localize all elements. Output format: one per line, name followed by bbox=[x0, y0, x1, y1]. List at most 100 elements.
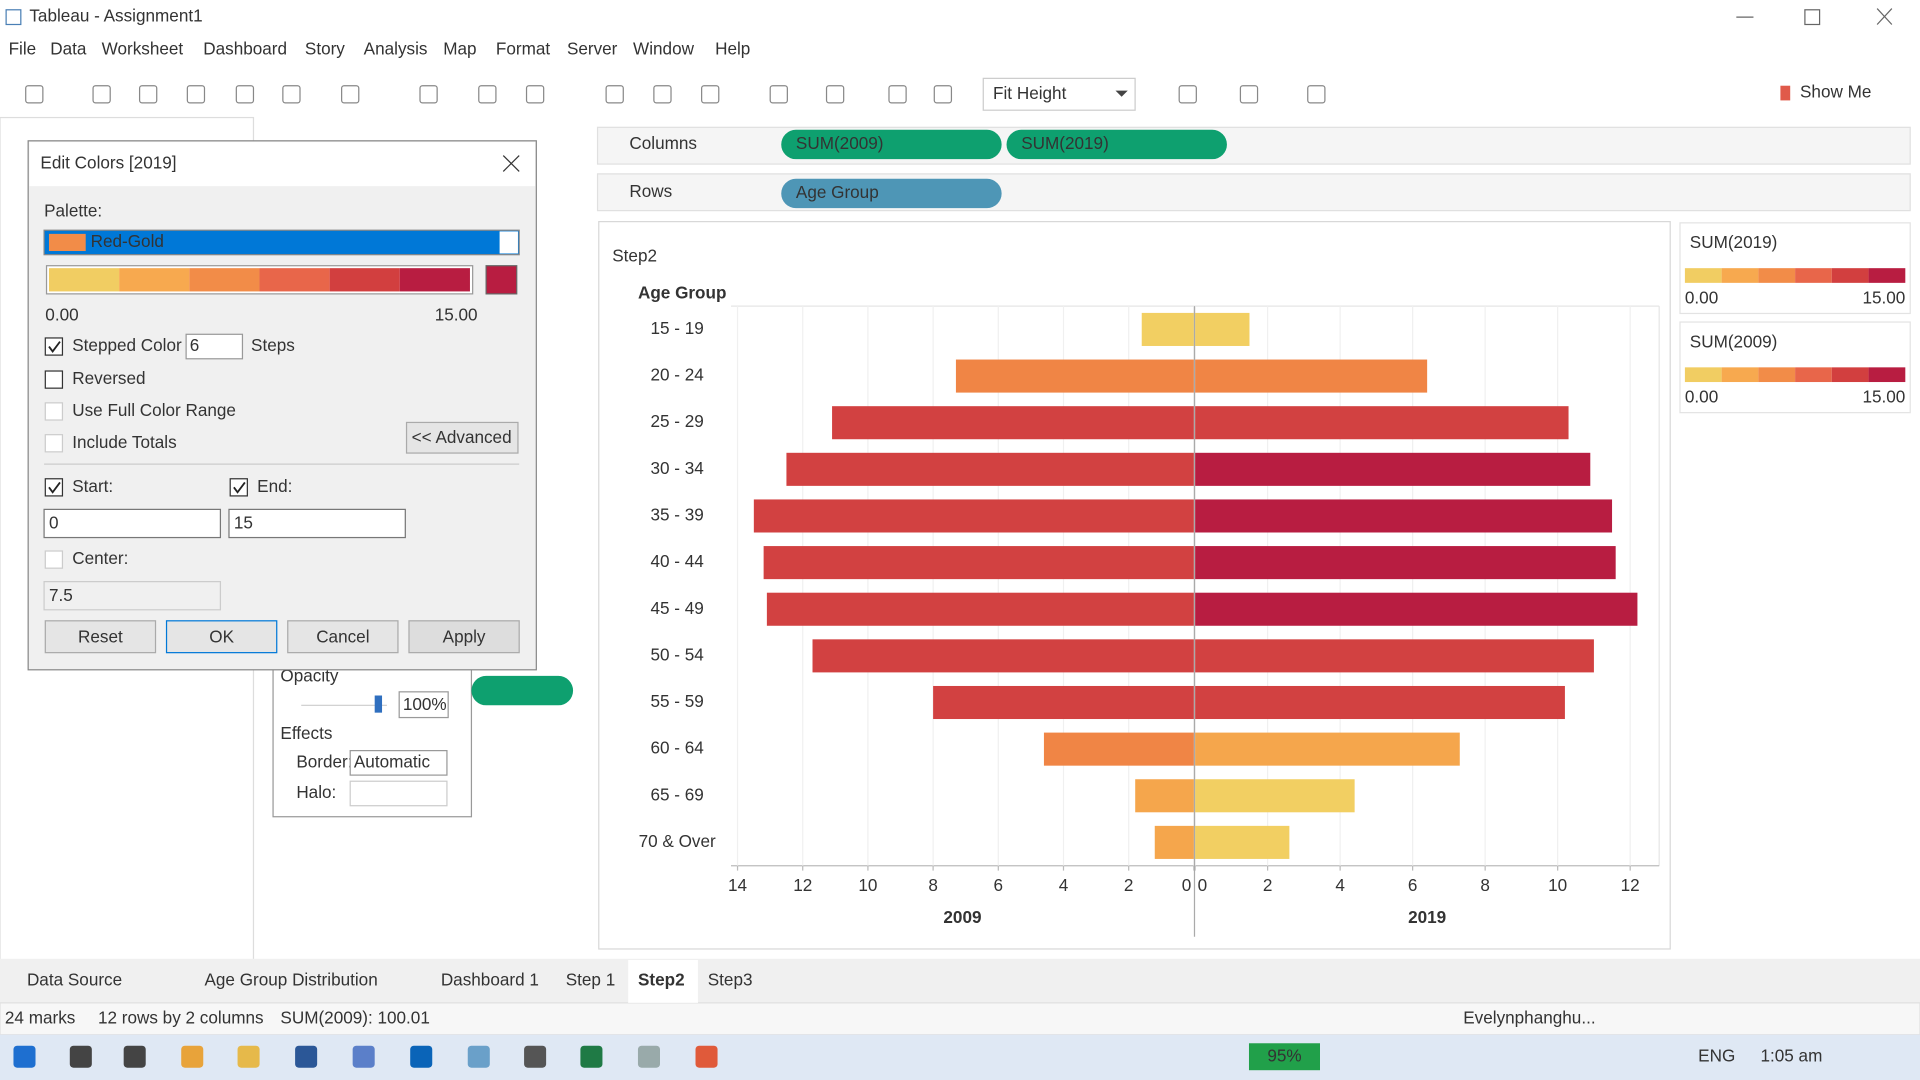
taskbar-icon[interactable] bbox=[524, 1045, 547, 1068]
legend-max: 15.00 bbox=[1862, 386, 1905, 406]
fit-label: Fit Height bbox=[993, 83, 1067, 103]
advanced-button[interactable] bbox=[405, 421, 519, 454]
slider-thumb[interactable] bbox=[374, 695, 383, 713]
start-label: Start: bbox=[72, 476, 113, 496]
bar bbox=[933, 685, 1194, 720]
palette-icon bbox=[48, 233, 86, 252]
menu-item[interactable]: Worksheet bbox=[102, 39, 184, 59]
dialog-button[interactable] bbox=[44, 620, 157, 654]
palette-dropdown[interactable] bbox=[43, 229, 520, 256]
toolbar-button[interactable] bbox=[653, 85, 672, 104]
menu-item[interactable]: Format bbox=[496, 39, 550, 59]
center-label: Center: bbox=[72, 548, 128, 568]
pill[interactable] bbox=[781, 129, 1002, 160]
toolbar-button[interactable] bbox=[25, 85, 44, 104]
legend-max: 15.00 bbox=[1862, 287, 1905, 307]
bar bbox=[1195, 406, 1569, 440]
fit-dropdown[interactable] bbox=[982, 77, 1136, 111]
taskbar-icon[interactable] bbox=[69, 1045, 92, 1068]
toolbar-button[interactable] bbox=[701, 85, 720, 104]
taskbar-icon[interactable] bbox=[580, 1045, 603, 1068]
bar bbox=[955, 359, 1194, 393]
end-swatch[interactable] bbox=[485, 265, 518, 295]
toolbar-button[interactable] bbox=[282, 85, 301, 104]
sheet-tab[interactable]: Age Group Distribution bbox=[204, 969, 377, 989]
menu-item[interactable]: Data bbox=[50, 39, 87, 59]
menu-item[interactable]: Window bbox=[633, 39, 695, 59]
taskbar-icon[interactable] bbox=[695, 1045, 718, 1068]
menu-item[interactable]: Server bbox=[567, 39, 618, 59]
taskbar bbox=[0, 1034, 1920, 1080]
toolbar-button[interactable] bbox=[888, 85, 907, 104]
x-tick-label: 8 bbox=[928, 875, 938, 895]
dialog-button[interactable] bbox=[287, 620, 399, 654]
taskbar-icon[interactable] bbox=[123, 1045, 146, 1068]
start-input[interactable] bbox=[43, 508, 222, 539]
toolbar-button[interactable] bbox=[933, 85, 953, 104]
taskbar-icon[interactable] bbox=[467, 1045, 490, 1068]
toolbar-button[interactable] bbox=[478, 85, 497, 104]
dialog-button[interactable] bbox=[165, 620, 278, 654]
toolbar-button[interactable] bbox=[186, 85, 206, 104]
sheet-tab[interactable]: Step2 bbox=[638, 969, 685, 989]
toolbar-button[interactable] bbox=[419, 85, 438, 104]
menu-item[interactable]: File bbox=[9, 39, 37, 59]
border-dropdown[interactable] bbox=[349, 750, 448, 776]
sheet-tab[interactable]: Dashboard 1 bbox=[441, 969, 539, 989]
legend-swatch bbox=[1868, 268, 1906, 283]
legend-swatch bbox=[1758, 367, 1796, 383]
end-input[interactable] bbox=[228, 508, 406, 539]
checkbox[interactable] bbox=[44, 337, 64, 356]
toolbar-button[interactable] bbox=[1307, 85, 1326, 104]
toolbar-button[interactable] bbox=[341, 85, 360, 104]
bar bbox=[1195, 452, 1591, 486]
dialog-close bbox=[502, 155, 520, 172]
toolbar-button[interactable] bbox=[1239, 85, 1259, 104]
palette-name: Red-Gold bbox=[91, 231, 164, 251]
menu-item[interactable]: Story bbox=[305, 39, 345, 59]
menu-item[interactable]: Analysis bbox=[364, 39, 428, 59]
taskbar-icon[interactable] bbox=[352, 1045, 375, 1068]
button-label: Apply bbox=[443, 626, 486, 646]
dialog-titlebar bbox=[29, 142, 536, 187]
taskbar-icon[interactable] bbox=[410, 1045, 433, 1068]
taskbar-icon[interactable] bbox=[637, 1045, 660, 1068]
sheet-tab[interactable]: Step 1 bbox=[566, 969, 616, 989]
sheet-tab[interactable]: Step3 bbox=[708, 969, 753, 989]
show-me[interactable]: Show Me bbox=[1800, 82, 1871, 102]
check bbox=[48, 341, 61, 353]
toolbar-button[interactable] bbox=[825, 85, 845, 104]
checkbox[interactable] bbox=[229, 478, 248, 497]
toolbar-button[interactable] bbox=[235, 85, 255, 104]
checkbox[interactable] bbox=[44, 370, 64, 389]
legend-swatch bbox=[1831, 268, 1869, 283]
checkbox[interactable] bbox=[44, 478, 64, 497]
opacity-box[interactable] bbox=[398, 691, 449, 719]
legend-title: SUM(2019) bbox=[1690, 232, 1778, 252]
toolbar-button[interactable] bbox=[1178, 85, 1197, 104]
steps-input[interactable] bbox=[185, 333, 244, 360]
taskbar-icon[interactable] bbox=[237, 1045, 260, 1068]
menu-item[interactable]: Map bbox=[443, 39, 476, 59]
toolbar-button[interactable] bbox=[92, 85, 111, 104]
advanced-label: << Advanced bbox=[412, 427, 512, 447]
end-value: 15 bbox=[234, 513, 253, 533]
bar bbox=[1154, 825, 1194, 859]
toolbar-button[interactable] bbox=[769, 85, 788, 104]
menu-item[interactable]: Help bbox=[715, 39, 750, 59]
taskbar-icon[interactable] bbox=[13, 1045, 36, 1068]
shelf-label: Columns bbox=[629, 133, 697, 153]
taskbar-icon[interactable] bbox=[295, 1045, 318, 1068]
menu-item[interactable]: Dashboard bbox=[203, 39, 287, 59]
toolbar-button[interactable] bbox=[605, 85, 624, 104]
sheet-tab[interactable]: Data Source bbox=[27, 969, 122, 989]
taskbar-icon[interactable] bbox=[181, 1045, 204, 1068]
dialog-button bbox=[408, 620, 520, 654]
toolbar-button[interactable] bbox=[138, 85, 158, 104]
pill[interactable] bbox=[781, 178, 1002, 209]
toolbar-button[interactable] bbox=[525, 85, 545, 104]
pill[interactable] bbox=[1006, 129, 1227, 160]
bar bbox=[1195, 359, 1428, 393]
restore[interactable] bbox=[1804, 9, 1821, 26]
show-me-icon bbox=[1780, 85, 1791, 101]
